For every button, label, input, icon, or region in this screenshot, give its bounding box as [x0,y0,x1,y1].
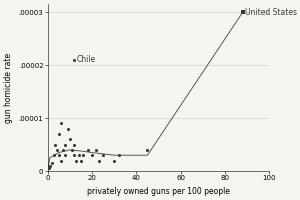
Point [72,143,77,146]
Point [74,159,79,162]
Point [76,154,81,157]
Point [50,162,55,165]
Point [46,167,51,170]
Point [53,143,58,146]
Point [116,154,121,157]
Point [101,154,106,157]
Point [79,159,83,162]
Point [90,154,94,157]
Point [58,159,63,162]
Point [63,154,68,157]
Point [56,154,61,157]
Point [240,11,245,14]
Point [58,122,63,125]
Text: United States: United States [245,8,297,17]
Point [56,132,61,136]
Y-axis label: gun homicide rate: gun homicide rate [4,53,13,123]
Point [240,11,245,14]
Point [63,143,68,146]
X-axis label: privately owned guns per 100 people: privately owned guns per 100 people [87,187,230,196]
Point [72,58,77,61]
Point [85,148,90,152]
Point [68,138,72,141]
Point [112,159,117,162]
Point [145,148,150,152]
Point [61,148,66,152]
Point [54,148,59,152]
Point [47,164,52,167]
Point [96,159,101,162]
Point [65,127,70,130]
Point [72,154,77,157]
Point [70,148,74,152]
Point [52,154,57,157]
Point [94,148,99,152]
Point [81,154,85,157]
Text: Chile: Chile [76,55,96,64]
